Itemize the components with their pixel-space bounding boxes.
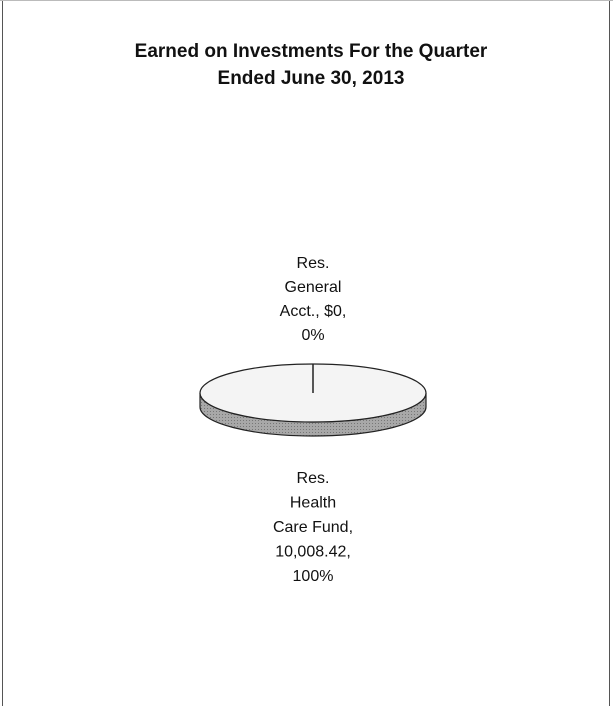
data-label: Res. General Acct., $0, 0%	[280, 255, 347, 344]
chart-title: Earned on Investments For the Quarter End…	[135, 41, 488, 89]
data-label: Res. Health Care Fund, 10,008.42, 100%	[273, 470, 353, 585]
